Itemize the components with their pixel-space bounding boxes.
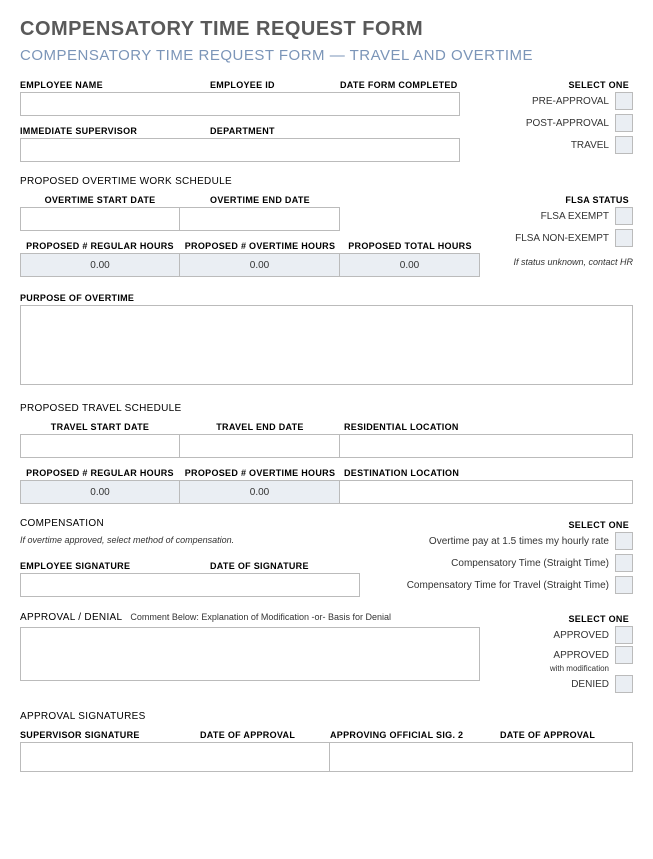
travel-res-label: RESIDENTIAL LOCATION — [340, 420, 633, 434]
select-one-label-1: SELECT ONE — [483, 78, 633, 92]
approved-mod-checkbox[interactable] — [615, 646, 633, 664]
sup-sig-label: SUPERVISOR SIGNATURE — [20, 728, 200, 742]
emp-sig-label: EMPLOYEE SIGNATURE — [20, 559, 210, 573]
travel-res-input[interactable] — [340, 434, 633, 458]
flsa-nonexempt-label: FLSA NON-EXEMPT — [515, 233, 615, 244]
ot-end-input[interactable] — [180, 207, 340, 231]
travel-checkbox[interactable] — [615, 136, 633, 154]
ot-start-input[interactable] — [20, 207, 180, 231]
travel-dest-label: DESTINATION LOCATION — [340, 466, 633, 480]
sub-title: COMPENSATORY TIME REQUEST FORM — TRAVEL … — [20, 47, 633, 64]
signatures-title: APPROVAL SIGNATURES — [20, 711, 633, 722]
department-label: DEPARTMENT — [210, 124, 460, 138]
flsa-nonexempt-checkbox[interactable] — [615, 229, 633, 247]
post-approval-checkbox[interactable] — [615, 114, 633, 132]
employee-name-label: EMPLOYEE NAME — [20, 78, 210, 92]
ot-end-label: OVERTIME END DATE — [180, 193, 340, 207]
travel-end-input[interactable] — [180, 434, 340, 458]
travel-start-label: TRAVEL START DATE — [20, 420, 180, 434]
compensation-note: If overtime approved, select method of c… — [20, 535, 360, 545]
supervisor-label: IMMEDIATE SUPERVISOR — [20, 124, 210, 138]
sig2-input[interactable] — [330, 742, 633, 772]
denied-label: DENIED — [571, 679, 615, 690]
travel-end-label: TRAVEL END DATE — [180, 420, 340, 434]
post-approval-label: POST-APPROVAL — [526, 118, 615, 129]
travel-ot-hours-value: 0.00 — [180, 480, 340, 504]
emp-sig-date-label: DATE OF SIGNATURE — [210, 559, 360, 573]
comp-opt3-checkbox[interactable] — [615, 576, 633, 594]
flsa-exempt-label: FLSA EXEMPT — [541, 211, 615, 222]
approval-title: APPROVAL / DENIAL — [20, 612, 122, 623]
ot-reg-hours-value: 0.00 — [20, 253, 180, 277]
purpose-textarea[interactable] — [20, 305, 633, 385]
approved-checkbox[interactable] — [615, 626, 633, 644]
travel-label: TRAVEL — [571, 140, 615, 151]
approved-label: APPROVED — [553, 630, 615, 641]
employee-info-input[interactable] — [20, 92, 460, 116]
emp-sig-input[interactable] — [20, 573, 360, 597]
flsa-note: If status unknown, contact HR — [483, 253, 633, 277]
employee-id-label: EMPLOYEE ID — [210, 78, 340, 92]
travel-ot-hours-label: PROPOSED # OVERTIME HOURS — [180, 466, 340, 480]
denied-checkbox[interactable] — [615, 675, 633, 693]
main-title: COMPENSATORY TIME REQUEST FORM — [20, 18, 633, 41]
flsa-exempt-checkbox[interactable] — [615, 207, 633, 225]
pre-approval-label: PRE-APPROVAL — [532, 96, 615, 107]
date2-label: DATE OF APPROVAL — [500, 728, 633, 742]
comp-opt2-label: Compensatory Time (Straight Time) — [451, 558, 615, 569]
approval-comment-textarea[interactable] — [20, 627, 480, 681]
ot-reg-hours-label: PROPOSED # REGULAR HOURS — [20, 239, 180, 253]
compensation-title: COMPENSATION — [20, 518, 360, 529]
approved-mod-sub: with modification — [483, 664, 633, 673]
date1-label: DATE OF APPROVAL — [200, 728, 330, 742]
travel-dest-input[interactable] — [340, 480, 633, 504]
flsa-title: FLSA STATUS — [483, 193, 633, 207]
ot-ot-hours-value: 0.00 — [180, 253, 340, 277]
ot-start-label: OVERTIME START DATE — [20, 193, 180, 207]
travel-section-title: PROPOSED TRAVEL SCHEDULE — [20, 403, 633, 414]
supervisor-dept-input[interactable] — [20, 138, 460, 162]
travel-reg-hours-label: PROPOSED # REGULAR HOURS — [20, 466, 180, 480]
select-one-label-3: SELECT ONE — [483, 612, 633, 626]
comp-opt1-label: Overtime pay at 1.5 times my hourly rate — [429, 536, 615, 547]
travel-start-input[interactable] — [20, 434, 180, 458]
ot-total-hours-value: 0.00 — [340, 253, 480, 277]
overtime-section-title: PROPOSED OVERTIME WORK SCHEDULE — [20, 176, 633, 187]
sup-sig-input[interactable] — [20, 742, 330, 772]
purpose-label: PURPOSE OF OVERTIME — [20, 291, 633, 305]
ot-total-label: PROPOSED TOTAL HOURS — [340, 239, 480, 253]
travel-reg-hours-value: 0.00 — [20, 480, 180, 504]
sig2-label: APPROVING OFFICIAL SIG. 2 — [330, 728, 500, 742]
date-completed-label: DATE FORM COMPLETED — [340, 78, 460, 92]
comp-opt1-checkbox[interactable] — [615, 532, 633, 550]
comp-opt3-label: Compensatory Time for Travel (Straight T… — [407, 580, 615, 591]
comp-opt2-checkbox[interactable] — [615, 554, 633, 572]
ot-ot-hours-label: PROPOSED # OVERTIME HOURS — [180, 239, 340, 253]
select-one-label-2: SELECT ONE — [373, 518, 633, 532]
pre-approval-checkbox[interactable] — [615, 92, 633, 110]
approved-mod-label: APPROVED — [553, 650, 615, 661]
approval-hint: Comment Below: Explanation of Modificati… — [130, 612, 391, 622]
